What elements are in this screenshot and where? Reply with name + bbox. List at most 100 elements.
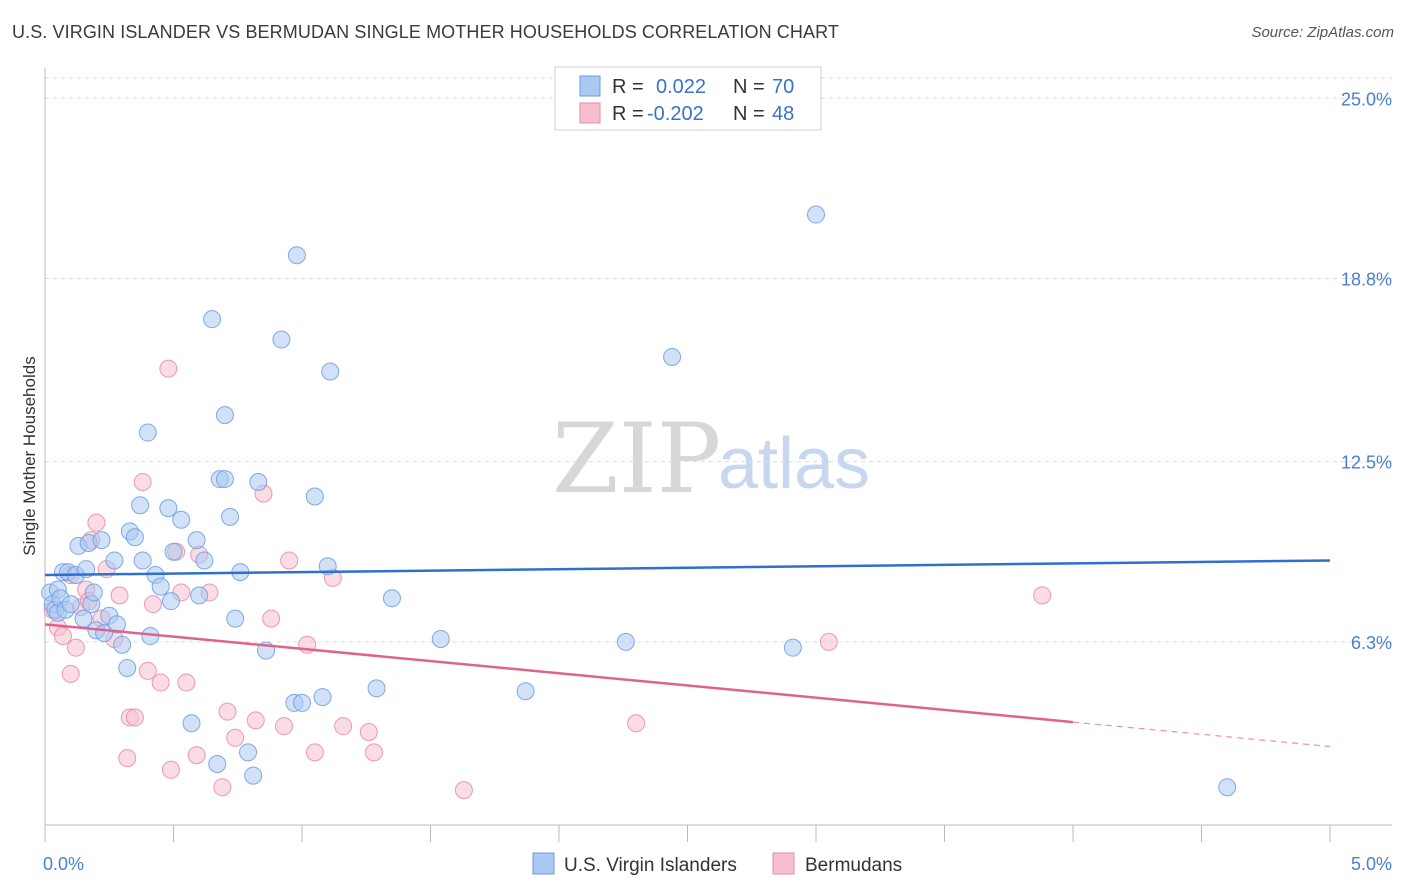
virgin-islander-point [313, 688, 332, 707]
series-legend-pink: Bermudans [805, 855, 902, 876]
legend-r-label-blue: R = [612, 76, 644, 98]
y-tick-label: 12.5% [1341, 453, 1392, 473]
legend-n-label-pink: N = [733, 103, 765, 125]
bermudan-trend-line [44, 623, 1074, 724]
legend-n-label-blue: N = [733, 76, 765, 98]
legend-swatch-pink [579, 102, 601, 124]
y-tick-label: 18.8% [1341, 269, 1392, 289]
virgin-islander-point [195, 551, 214, 570]
virgin-islander-point [244, 766, 263, 785]
virgin-islander-point [187, 531, 206, 550]
virgin-islander-point [807, 205, 825, 224]
bermudan-point [218, 702, 237, 721]
virgin-islander-point [226, 609, 245, 628]
bermudan-point [213, 778, 232, 797]
virgin-islander-point [287, 246, 306, 265]
watermark-zip: ZIP [552, 403, 721, 515]
virgin-islander-point [151, 577, 170, 596]
bermudan-point [1033, 586, 1052, 605]
virgin-islander-point [215, 470, 234, 489]
bermudan-point [133, 472, 152, 491]
grid: 6.3% 12.5% 18.8% 25.0% [45, 77, 1392, 653]
bermudan-point [125, 708, 144, 727]
bermudan-point [280, 551, 299, 570]
watermark: ZIP atlas [552, 403, 870, 515]
legend-r-value-blue: 0.022 [656, 76, 706, 98]
series-legend-blue: U.S. Virgin Islanders [564, 855, 737, 876]
x-tick-label-min: 0.0% [43, 854, 84, 874]
source-credit: Source: ZipAtlas.com [1251, 24, 1394, 41]
virgin-islander-point [164, 542, 183, 561]
bermudan-point [177, 673, 196, 692]
bermudan-point [61, 664, 80, 683]
correlation-legend: R = 0.022 N = 70 R = -0.202 N = 48 [554, 66, 822, 131]
virgin-islander-point [516, 682, 535, 701]
bermudan-point [454, 781, 473, 800]
virgin-islander-point [118, 659, 137, 678]
bermudan-point [159, 359, 178, 378]
bermudan-point [275, 717, 294, 736]
y-tick-label: 6.3% [1351, 633, 1392, 653]
bermudan-point [118, 749, 137, 768]
bermudan-point [110, 586, 129, 605]
y-tick-label: 25.0% [1341, 89, 1392, 109]
x-tick-label-max: 5.0% [1351, 854, 1392, 874]
virgin-islander-point [133, 551, 152, 570]
virgin-islander-point [215, 406, 234, 425]
bermudan-point [627, 714, 646, 733]
bermudan-point [305, 743, 324, 762]
virgin-islander-point [431, 629, 450, 648]
virgin-islander-point [305, 487, 324, 506]
virgin-islander-point [239, 743, 258, 762]
virgin-islander-point [382, 589, 401, 608]
legend-r-label-pink: R = [612, 103, 644, 125]
legend-swatch-blue [579, 75, 601, 97]
legend-n-value-pink: 48 [772, 103, 794, 125]
legend-r-value-pink: -0.202 [647, 103, 704, 125]
virgin-islander-point [138, 423, 157, 442]
axes: 0.0% 5.0% [43, 68, 1392, 874]
trend-lines [44, 559, 1331, 748]
virgin-islander-point [131, 496, 150, 515]
virgin-islander-point [221, 507, 240, 526]
bermudan-point [143, 595, 162, 614]
virgin-islander-point [182, 714, 201, 733]
virgin-islander-trend-line [44, 559, 1331, 577]
virgin-islander-point [105, 551, 124, 570]
bermudan-point [262, 609, 281, 628]
virgin-islander-point [1218, 778, 1237, 797]
virgin-islander-point [159, 499, 178, 518]
bermudan-points [43, 359, 1052, 800]
virgin-islander-point [249, 472, 268, 491]
bermudan-point [151, 673, 170, 692]
virgin-islander-point [783, 638, 802, 657]
virgin-islander-point [616, 632, 635, 651]
bermudan-point [364, 743, 383, 762]
virgin-islander-point [92, 531, 111, 550]
bermudan-point [359, 722, 378, 741]
bermudan-point [66, 638, 85, 657]
virgin-islander-point [61, 595, 80, 614]
bermudan-point [334, 717, 353, 736]
virgin-islander-point [107, 615, 126, 634]
virgin-islander-point [272, 330, 291, 349]
bermudan-point [226, 728, 245, 747]
bermudan-point [53, 627, 72, 646]
virgin-islander-point [161, 592, 180, 611]
virgin-islander-point [125, 528, 144, 547]
series-legend: U.S. Virgin Islanders Bermudans [532, 852, 902, 876]
virgin-islander-point [367, 679, 386, 698]
virgin-islander-point [113, 635, 132, 654]
virgin-islander-points [41, 205, 1237, 797]
legend-n-value-blue: 70 [772, 76, 794, 98]
virgin-islander-point [208, 754, 227, 773]
virgin-islander-point [203, 310, 222, 329]
virgin-islander-point [84, 583, 103, 602]
series-legend-swatch-pink [772, 852, 795, 875]
virgin-islander-point [172, 510, 191, 529]
watermark-atlas: atlas [718, 424, 870, 504]
bermudan-point [246, 711, 265, 730]
virgin-islander-point [293, 693, 311, 712]
bermudan-point [819, 632, 838, 651]
